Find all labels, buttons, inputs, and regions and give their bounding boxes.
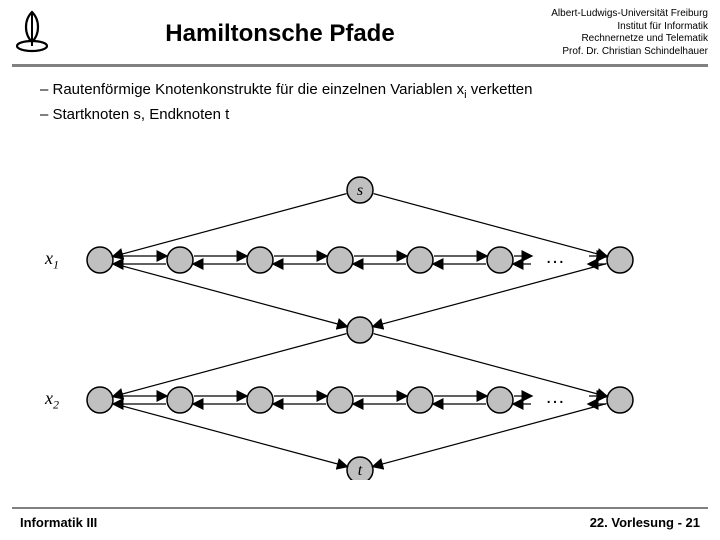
bullet-list: – Rautenförmige Knotenkonstrukte für die… [0, 67, 720, 126]
footer-right: 22. Vorlesung - 21 [590, 515, 700, 530]
graph-edge [374, 334, 607, 397]
affiliation-block: Albert-Ludwigs-Universität Freiburg Inst… [508, 8, 708, 58]
node-label: t [358, 462, 363, 479]
affil-line: Prof. Dr. Christian Schindelhauer [508, 46, 708, 59]
ellipsis-icon: … [545, 246, 567, 269]
graph-node [327, 387, 353, 413]
graph-node [487, 247, 513, 273]
x2-label: x2 [45, 388, 59, 413]
graph-node [407, 387, 433, 413]
graph-node [407, 247, 433, 273]
x1-label: x1 [45, 248, 59, 273]
graph-edge [114, 404, 347, 467]
diagram: s t x1 x2 … … [0, 160, 720, 480]
graph-node [327, 247, 353, 273]
graph-edge [374, 194, 607, 257]
graph-node [167, 387, 193, 413]
footer-left: Informatik III [20, 515, 97, 530]
graph-edge [374, 264, 607, 327]
university-logo-icon [12, 8, 52, 56]
affil-line: Institut für Informatik [508, 21, 708, 34]
graph-node [607, 387, 633, 413]
graph-edge [114, 194, 347, 257]
page-title: Hamiltonsche Pfade [52, 8, 508, 48]
graph-node [167, 247, 193, 273]
graph-edge [114, 264, 347, 327]
footer-divider [12, 507, 708, 509]
graph-node [247, 247, 273, 273]
graph-node [87, 387, 113, 413]
graph-edge [114, 334, 347, 397]
graph-node [347, 317, 373, 343]
bullet-item: – Startknoten s, Endknoten t [40, 104, 688, 127]
node-label: s [357, 182, 363, 199]
affil-line: Albert-Ludwigs-Universität Freiburg [508, 8, 708, 21]
graph-node [247, 387, 273, 413]
graph-edge [374, 404, 607, 467]
graph-node [487, 387, 513, 413]
ellipsis-icon: … [545, 386, 567, 409]
affil-line: Rechnernetze und Telematik [508, 33, 708, 46]
graph-node [87, 247, 113, 273]
bullet-item: – Rautenförmige Knotenkonstrukte für die… [40, 79, 688, 104]
graph-node [607, 247, 633, 273]
